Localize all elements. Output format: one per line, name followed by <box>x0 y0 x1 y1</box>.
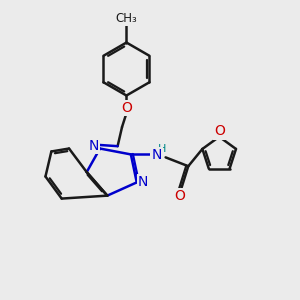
Text: O: O <box>174 189 185 203</box>
Text: N: N <box>152 148 162 162</box>
Text: O: O <box>214 124 225 138</box>
Text: H: H <box>158 144 166 154</box>
Text: O: O <box>121 101 132 115</box>
Text: CH₃: CH₃ <box>116 12 137 25</box>
Text: N: N <box>88 139 99 153</box>
Text: N: N <box>138 176 148 189</box>
